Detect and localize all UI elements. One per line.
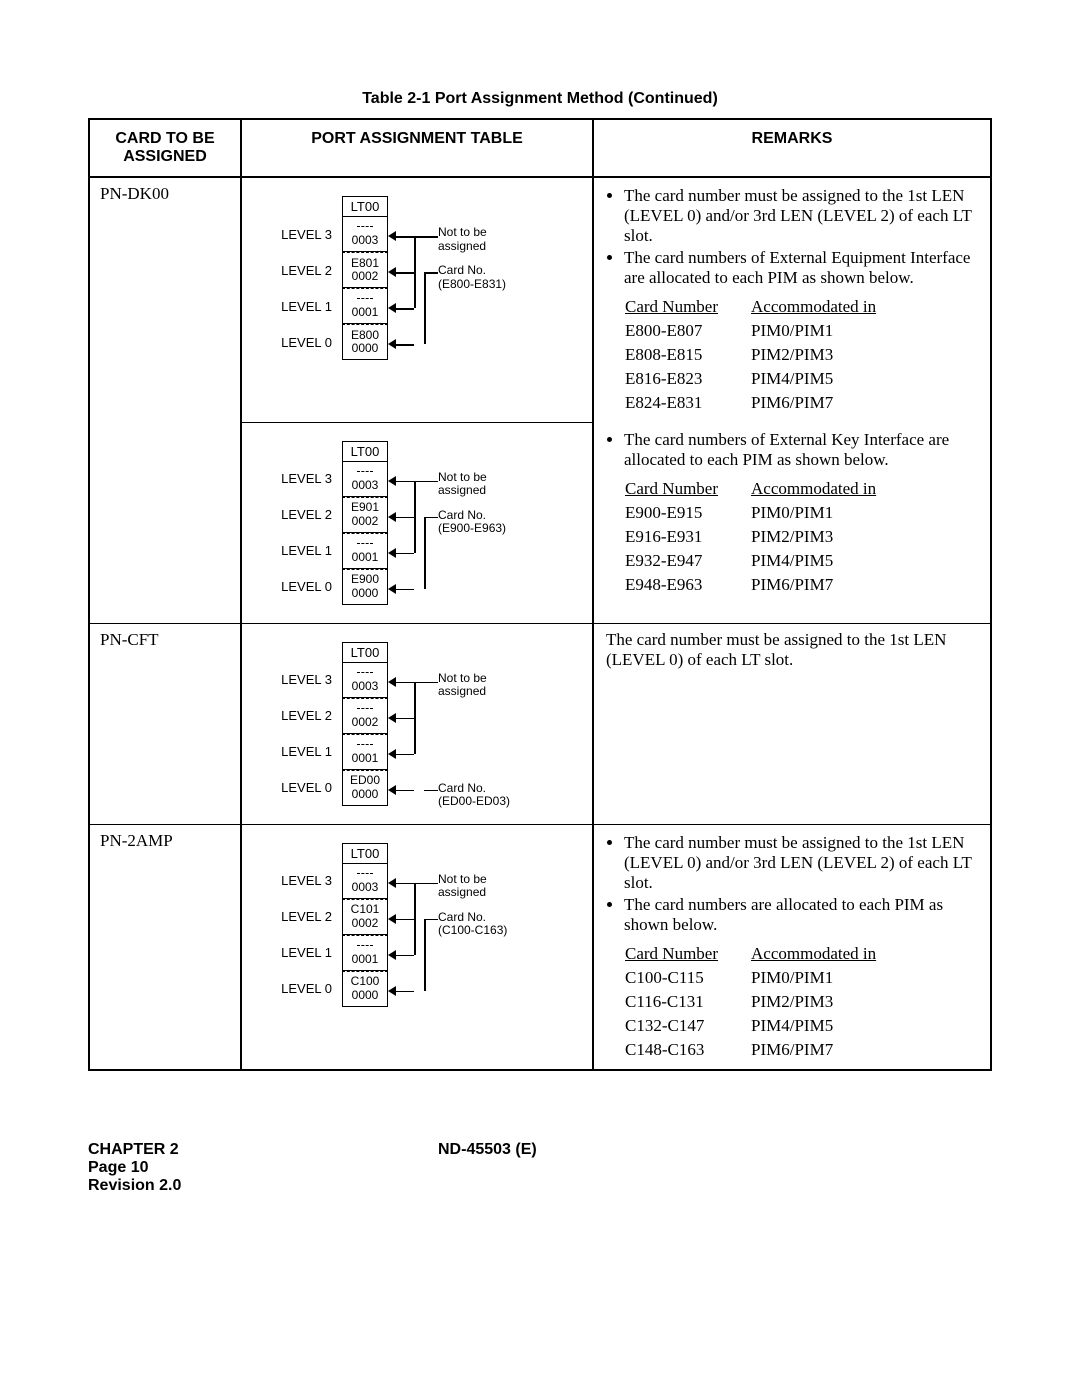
lt-diagram: LT00LEVEL 30003LEVEL 2E9010002LEVEL 1000… [252,429,582,617]
level-cell: 0001 [342,935,388,971]
level-label: LEVEL 2 [272,708,342,723]
port-cell: LT00LEVEL 30003LEVEL 2E8010002LEVEL 1000… [241,177,593,422]
level-label: LEVEL 1 [272,744,342,759]
card-name: PN-2AMP [89,824,241,1070]
remarks-cell: The card number must be assigned to the … [593,177,991,422]
remarks-block: The card numbers of External Key Interfa… [604,430,980,598]
page-footer: CHAPTER 2 Page 10 Revision 2.0 ND-45503 … [88,1141,992,1195]
remarks-cell: The card number must be assigned to the … [593,623,991,824]
note-card-no: Card No.(E800-E831) [438,264,506,292]
level-label: LEVEL 0 [272,981,342,996]
remarks-block: The card number must be assigned to the … [604,630,980,670]
level-cell: 0003 [342,662,388,698]
table-row: PN-2AMPLT00LEVEL 30003LEVEL 2C1010002LEV… [89,824,991,1070]
port-cell: LT00LEVEL 30003LEVEL 2C1010002LEVEL 1000… [241,824,593,1070]
lt-header: LT00 [342,843,388,863]
card-name: PN-DK00 [89,177,241,623]
level-label: LEVEL 3 [272,672,342,687]
level-label: LEVEL 1 [272,945,342,960]
note-not-assigned: Not to beassigned [438,471,487,499]
level-cell: 0001 [342,288,388,324]
level-label: LEVEL 3 [272,471,342,486]
level-label: LEVEL 3 [272,227,342,242]
level-label: LEVEL 2 [272,263,342,278]
table-row: PN-CFTLT00LEVEL 30003LEVEL 20002LEVEL 10… [89,623,991,824]
level-cell: 0003 [342,216,388,252]
level-cell: 0002 [342,698,388,734]
level-label: LEVEL 2 [272,909,342,924]
header-card: CARD TO BE ASSIGNED [89,119,241,177]
port-cell: LT00LEVEL 30003LEVEL 20002LEVEL 10001LEV… [241,623,593,824]
note-not-assigned: Not to beassigned [438,226,487,254]
level-cell: 0003 [342,863,388,899]
footer-revision: Revision 2.0 [88,1177,438,1195]
remarks-block: The card number must be assigned to the … [604,186,980,416]
remarks-bullet: The card numbers of External Equipment I… [624,248,980,288]
level-cell: E9010002 [342,497,388,533]
note-card-no: Card No.(ED00-ED03) [438,782,510,810]
lt-header: LT00 [342,196,388,216]
header-port: PORT ASSIGNMENT TABLE [241,119,593,177]
remarks-cell: The card numbers of External Key Interfa… [593,422,991,623]
table-header-row: CARD TO BE ASSIGNED PORT ASSIGNMENT TABL… [89,119,991,177]
remarks-cell: The card number must be assigned to the … [593,824,991,1070]
port-assignment-table: CARD TO BE ASSIGNED PORT ASSIGNMENT TABL… [88,118,992,1071]
lt-diagram: LT00LEVEL 30003LEVEL 2C1010002LEVEL 1000… [252,831,582,1019]
level-label: LEVEL 3 [272,873,342,888]
level-label: LEVEL 1 [272,543,342,558]
remarks-bullet: The card numbers of External Key Interfa… [624,430,980,470]
note-not-assigned: Not to beassigned [438,672,487,700]
level-label: LEVEL 0 [272,579,342,594]
level-label: LEVEL 1 [272,299,342,314]
remarks-block: The card number must be assigned to the … [604,833,980,1063]
footer-page: Page 10 [88,1159,438,1177]
port-cell: LT00LEVEL 30003LEVEL 2E9010002LEVEL 1000… [241,422,593,623]
lt-diagram: LT00LEVEL 30003LEVEL 2E8010002LEVEL 1000… [252,184,582,372]
level-cell: ED000000 [342,770,388,806]
lt-header: LT00 [342,642,388,662]
level-label: LEVEL 2 [272,507,342,522]
level-cell: E9000000 [342,569,388,605]
table-row: PN-DK00LT00LEVEL 30003LEVEL 2E8010002LEV… [89,177,991,422]
level-cell: E8010002 [342,252,388,288]
lt-header: LT00 [342,441,388,461]
level-cell: 0001 [342,533,388,569]
table-caption: Table 2-1 Port Assignment Method (Contin… [88,90,992,108]
note-card-no: Card No.(E900-E963) [438,509,506,537]
card-name: PN-CFT [89,623,241,824]
level-label: LEVEL 0 [272,335,342,350]
footer-chapter: CHAPTER 2 [88,1141,438,1159]
level-cell: C1000000 [342,971,388,1007]
page: Table 2-1 Port Assignment Method (Contin… [0,0,1080,1255]
level-cell: E8000000 [342,324,388,360]
level-cell: 0003 [342,461,388,497]
header-remarks: REMARKS [593,119,991,177]
lt-diagram: LT00LEVEL 30003LEVEL 20002LEVEL 10001LEV… [252,630,582,818]
remarks-bullet: The card numbers are allocated to each P… [624,895,980,935]
level-cell: C1010002 [342,899,388,935]
level-cell: 0001 [342,734,388,770]
note-card-no: Card No.(C100-C163) [438,911,507,939]
remarks-bullet: The card number must be assigned to the … [624,186,980,246]
level-label: LEVEL 0 [272,780,342,795]
footer-doc: ND-45503 (E) [438,1141,992,1195]
note-not-assigned: Not to beassigned [438,873,487,901]
remarks-bullet: The card number must be assigned to the … [624,833,980,893]
